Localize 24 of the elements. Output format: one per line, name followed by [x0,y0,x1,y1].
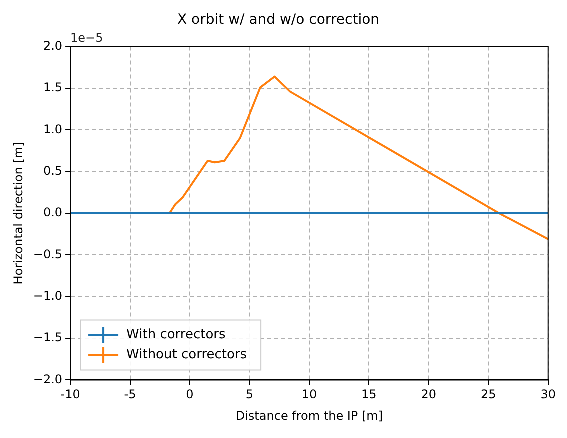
text: 1e−5 [70,30,104,45]
y-tick-label: 2.0 [43,38,63,53]
y-tick-label: −2.0 [33,372,63,386]
y-tick-label: −1.0 [33,288,63,303]
legend-label: Without correctors [126,348,248,363]
x-tick-label: 10 [302,388,318,402]
x-tick-label: 15 [362,388,377,402]
x-tick-label: -10 [60,388,80,402]
x-tick-label: -5 [124,388,136,402]
chart-title: X orbit w/ and w/o correction [177,12,380,28]
y-tick-label: −0.5 [33,247,63,262]
x-tick-label: 5 [246,388,254,402]
y-tick-label: −1.5 [33,330,63,345]
x-tick-label: 20 [421,388,437,402]
y-tick-label: 1.5 [43,80,63,95]
y-axis-title: Horizontal direction [m] [11,142,26,285]
x-axis-title: Distance from the IP [m] [236,408,384,423]
legend-label: With correctors [126,328,226,343]
y-tick-label: 1.0 [43,122,63,136]
y-tick-label: 0.5 [43,164,63,178]
x-tick-label: 25 [480,388,496,402]
y-tick-label: 0.0 [43,206,63,220]
x-tick-label: 0 [186,388,194,402]
x-tick-label: 30 [540,388,556,402]
